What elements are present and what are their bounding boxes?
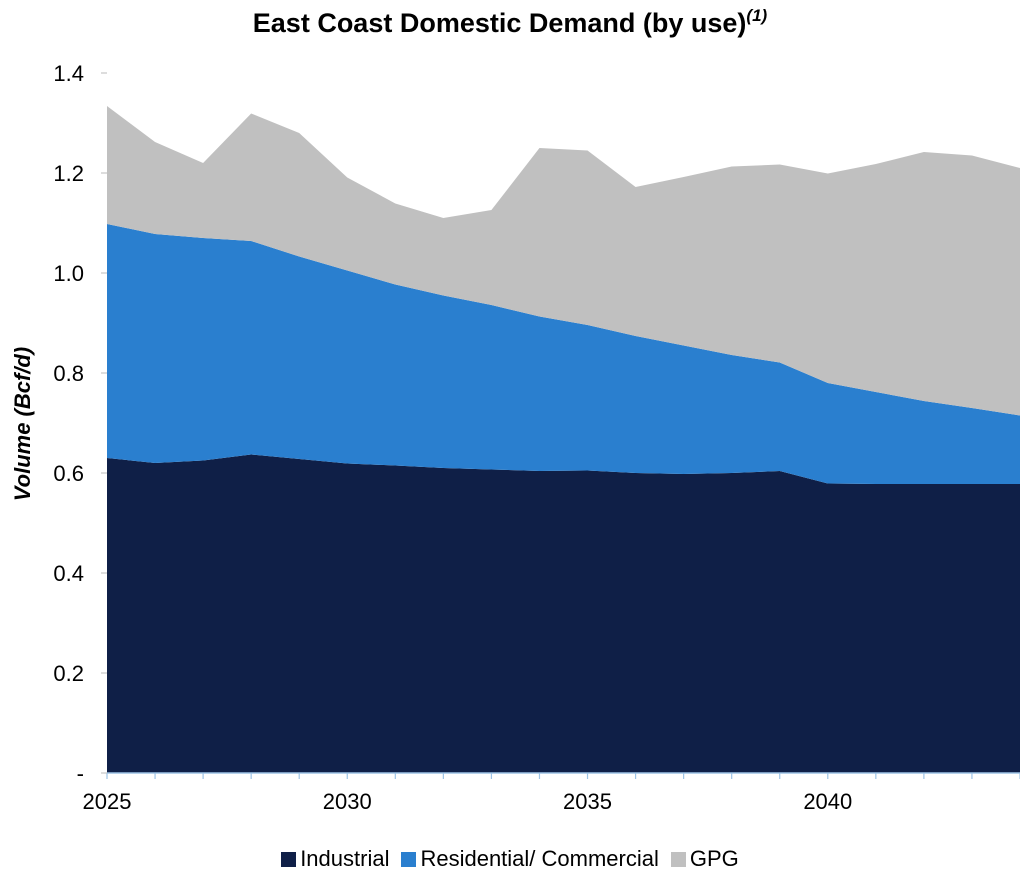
chart-plot-area: 2025 2030 2035 2040 - 0.2 0.4 0.6 0.8 1.0 1.2 1.4: [53, 61, 1020, 814]
y-tick-label: 0.8: [53, 361, 84, 386]
x-tick-label: 2025: [83, 789, 132, 814]
chart-title-footnote: (1): [746, 6, 768, 25]
area-series-group: [107, 106, 1020, 773]
y-tick-label: 1.0: [53, 261, 84, 286]
area-series-industrial: [107, 454, 1020, 773]
area-series-gpg: [107, 106, 1020, 416]
y-tick-label: -: [77, 761, 84, 786]
legend-swatch: [401, 851, 417, 867]
chart-title: East Coast Domestic Demand (by use)(1): [0, 6, 1020, 39]
legend-label: Residential/ Commercial: [420, 846, 659, 871]
y-tick-label: 1.4: [53, 61, 84, 86]
y-tick-label: 0.4: [53, 561, 84, 586]
legend-label: Industrial: [300, 846, 390, 871]
legend-item: Residential/ Commercial: [401, 846, 659, 872]
legend-swatch: [670, 851, 686, 867]
chart-title-text: East Coast Domestic Demand (by use): [252, 8, 747, 38]
y-tick-label: 1.2: [53, 161, 84, 186]
area-series-residential-commercial: [107, 224, 1020, 484]
x-tick-label: 2035: [563, 789, 612, 814]
x-tick-label: 2030: [323, 789, 372, 814]
y-tick-label: 0.6: [53, 461, 84, 486]
x-tick-label: 2040: [803, 789, 852, 814]
legend-label: GPG: [689, 846, 739, 871]
y-tick-label: 0.2: [53, 661, 84, 686]
legend-item: Industrial: [281, 846, 389, 872]
legend: Industrial Residential/ Commercial GPG: [0, 846, 1020, 873]
legend-swatch: [281, 851, 297, 867]
legend-item: GPG: [670, 846, 739, 872]
axes-group: 2025 2030 2035 2040 - 0.2 0.4 0.6 0.8 1.0 1.2 1.4: [53, 61, 1020, 814]
